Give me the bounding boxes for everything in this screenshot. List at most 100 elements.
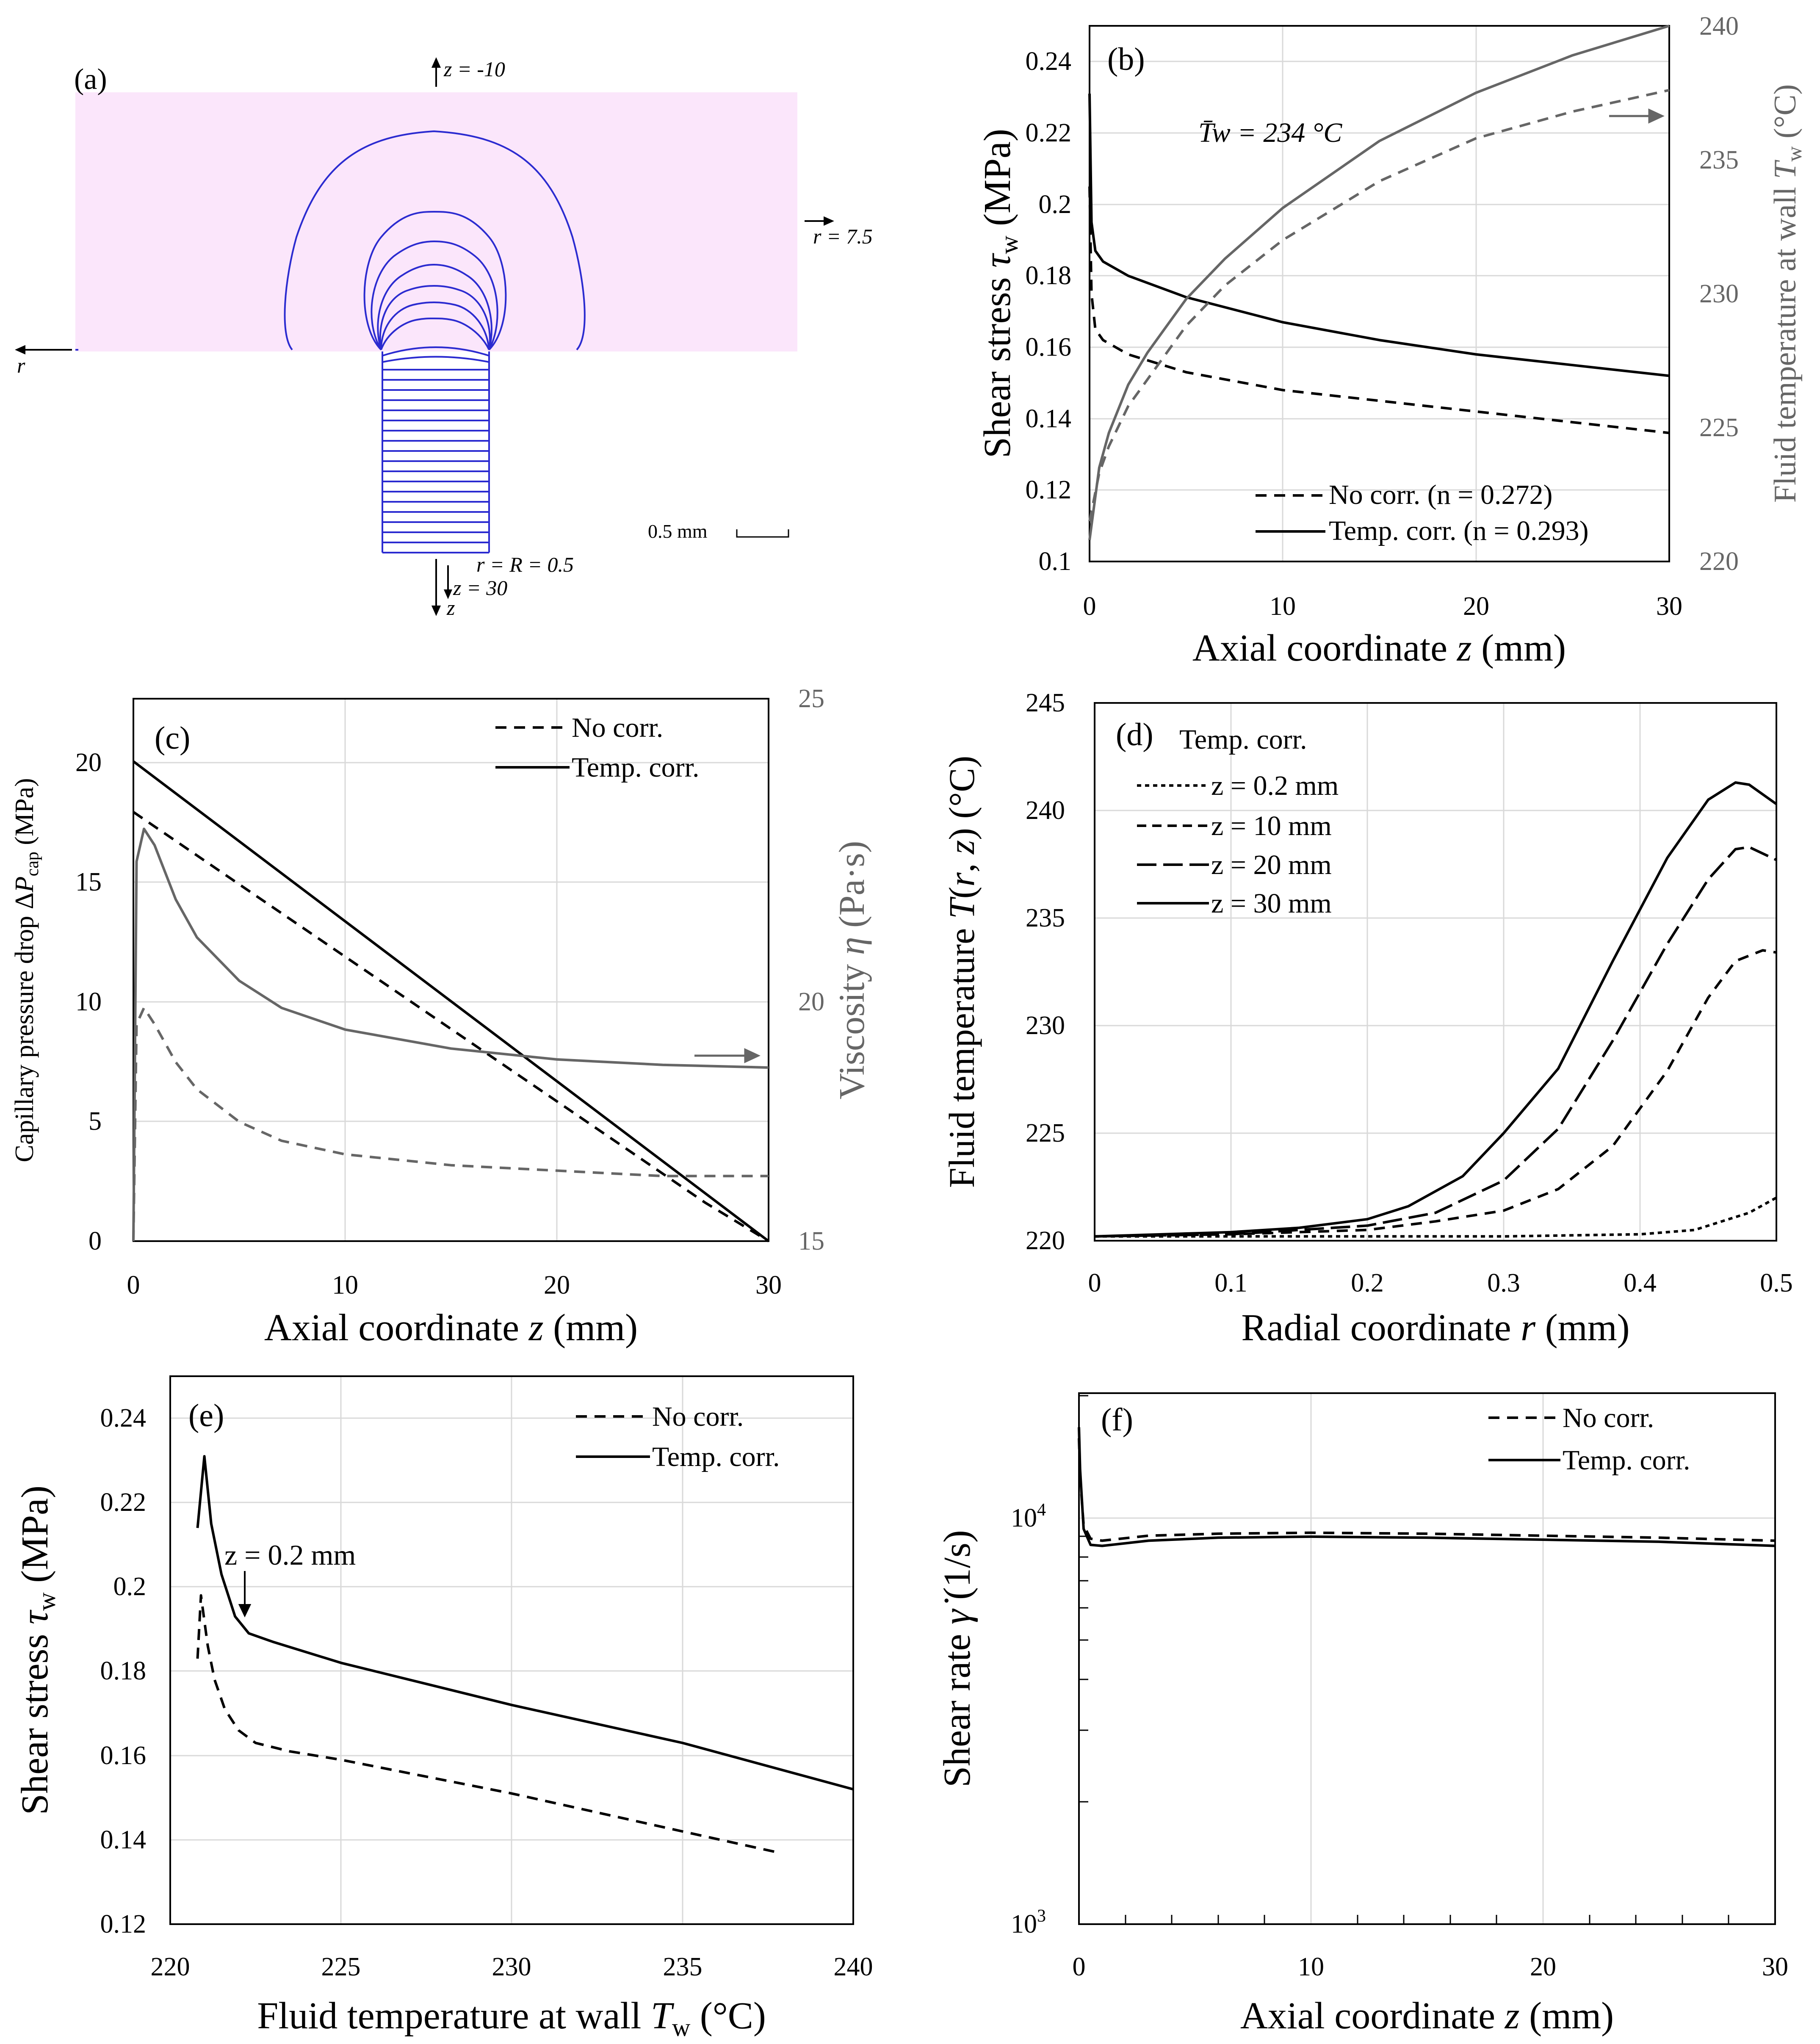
c-legend-temp-corr: Temp. corr. bbox=[572, 752, 699, 783]
b-ytick-0.24: 0.24 bbox=[1026, 47, 1072, 76]
panel-e-legend: No corr. Temp. corr. bbox=[576, 1401, 780, 1472]
d-legend-z0.2: z = 0.2 mm bbox=[1211, 770, 1339, 801]
series-b-0-line bbox=[1088, 186, 1670, 434]
panel-b-ticks: 0.1 0.12 0.14 0.16 0.18 0.2 0.22 0.24 0 … bbox=[1026, 47, 1683, 621]
c-ytick-0: 0 bbox=[89, 1227, 102, 1256]
series-b-1-line bbox=[1088, 94, 1670, 377]
b-ytick-0.12: 0.12 bbox=[1026, 476, 1072, 504]
panel-d-series bbox=[1094, 781, 1777, 1238]
d-xtick-0.3: 0.3 bbox=[1487, 1269, 1520, 1297]
scale-bar bbox=[736, 529, 789, 538]
capillary-contours bbox=[382, 346, 490, 553]
c-ytick-15: 15 bbox=[75, 868, 102, 896]
d-legend-z10: z = 10 mm bbox=[1211, 810, 1332, 841]
series-d-1-line bbox=[1094, 949, 1777, 1238]
f-xtick-30: 30 bbox=[1762, 1953, 1788, 1981]
panel-b-series bbox=[1088, 25, 1670, 540]
f-legend-no-corr: No corr. bbox=[1563, 1402, 1654, 1433]
series-c-0-line bbox=[133, 811, 769, 1242]
panel-d-ticks: 220 225 230 235 240 245 0 0.1 0.2 0.3 0.… bbox=[1026, 689, 1793, 1297]
panel-f-legend: No corr. Temp. corr. bbox=[1488, 1402, 1690, 1476]
b-y2label: Fluid temperature at wall Tw (°C) bbox=[1768, 84, 1806, 503]
panel-d-frame bbox=[1094, 702, 1777, 1242]
c-y2tick-15: 15 bbox=[798, 1227, 824, 1256]
panel-e-ticks: 0.12 0.14 0.16 0.18 0.2 0.22 0.24 220 22… bbox=[100, 1404, 873, 1981]
c-xtick-20: 20 bbox=[544, 1271, 570, 1300]
series-e-0-line bbox=[196, 1594, 779, 1854]
b-ytick-0.14: 0.14 bbox=[1026, 404, 1072, 433]
d-ylabel: Fluid temperature T(r, z) (°C) bbox=[941, 756, 982, 1188]
panel-b-label: (b) bbox=[1107, 41, 1145, 77]
d-ytick-230: 230 bbox=[1026, 1011, 1065, 1040]
annotation-r-R: r = R = 0.5 bbox=[476, 553, 574, 576]
panel-e-frame bbox=[169, 1375, 854, 1925]
e-xtick-235: 235 bbox=[663, 1953, 703, 1981]
series-b-2-line bbox=[1088, 89, 1670, 522]
series-c-3-line bbox=[132, 1007, 769, 1242]
panel-f-label: (f) bbox=[1101, 1402, 1133, 1438]
e-xlabel: Fluid temperature at wall Tw (°C) bbox=[257, 1995, 766, 2041]
d-legend-z30: z = 30 mm bbox=[1211, 888, 1332, 919]
c-y2tick-20: 20 bbox=[798, 987, 824, 1016]
c-y2tick-25: 25 bbox=[798, 684, 824, 713]
f-ylabel: Shear rate γ̇ (1/s) bbox=[936, 1530, 978, 1787]
panel-e: 0.12 0.14 0.16 0.18 0.2 0.22 0.24 220 22… bbox=[14, 1375, 873, 2041]
b-ytick-0.2: 0.2 bbox=[1039, 190, 1072, 219]
e-ytick-0.18: 0.18 bbox=[100, 1657, 147, 1685]
panel-c-frame bbox=[133, 698, 769, 1242]
series-b-3-line bbox=[1088, 25, 1670, 540]
panel-a-label: (a) bbox=[74, 63, 107, 96]
die-reservoir-region bbox=[75, 92, 797, 351]
b-y2tick-225: 225 bbox=[1699, 413, 1739, 442]
b-y2tick-220: 220 bbox=[1699, 547, 1739, 576]
annotation-z-30: z = 30 bbox=[453, 576, 507, 600]
panel-e-label: (e) bbox=[188, 1398, 224, 1433]
c-legend-no-corr: No corr. bbox=[572, 712, 663, 743]
panel-c: 0 5 10 15 20 0 10 20 30 15 20 25 (c) No … bbox=[10, 684, 872, 1349]
annotation-r-axis: r bbox=[17, 354, 25, 377]
f-ytick-1e3: 103 bbox=[1011, 1906, 1046, 1939]
b-y2tick-230: 230 bbox=[1699, 279, 1739, 308]
d-ytick-245: 245 bbox=[1026, 689, 1065, 717]
panel-b-tw-annotation: T̄w = 234 °C bbox=[1198, 117, 1342, 148]
c-ytick-10: 10 bbox=[75, 987, 102, 1016]
e-legend-no-corr: No corr. bbox=[652, 1401, 744, 1432]
panel-e-series bbox=[196, 1455, 854, 1854]
annotation-r-7-5: r = 7.5 bbox=[813, 224, 873, 248]
e-xtick-225: 225 bbox=[321, 1953, 361, 1981]
b-xtick-20: 20 bbox=[1463, 592, 1489, 621]
b-ylabel: Shear stress τw (MPa) bbox=[976, 129, 1023, 458]
e-xtick-240: 240 bbox=[834, 1953, 873, 1981]
e-ylabel: Shear stress τw (MPa) bbox=[14, 1485, 61, 1815]
panel-f-minor-ticks bbox=[1079, 1395, 1729, 1924]
panel-b: 0.1 0.12 0.14 0.16 0.18 0.2 0.22 0.24 0 … bbox=[976, 12, 1806, 669]
d-xtick-0.5: 0.5 bbox=[1760, 1269, 1793, 1297]
b-ytick-0.1: 0.1 bbox=[1039, 547, 1072, 576]
e-xtick-230: 230 bbox=[492, 1953, 531, 1981]
c-ytick-20: 20 bbox=[75, 748, 102, 777]
d-xtick-0.1: 0.1 bbox=[1214, 1269, 1247, 1297]
panel-f-series bbox=[1078, 1427, 1776, 1547]
panel-b-arrow bbox=[1609, 108, 1665, 124]
e-ytick-0.2: 0.2 bbox=[113, 1572, 147, 1601]
panel-d-label: (d) bbox=[1116, 717, 1153, 752]
series-e-1-line bbox=[196, 1455, 854, 1791]
d-xtick-0.2: 0.2 bbox=[1351, 1269, 1384, 1297]
panel-c-series bbox=[132, 760, 769, 1242]
b-legend-no-corr: No corr. (n = 0.272) bbox=[1329, 479, 1552, 510]
c-ylabel: Capillary pressure drop ΔPcap (MPa) bbox=[10, 778, 42, 1162]
c-ytick-5: 5 bbox=[89, 1107, 102, 1136]
e-ytick-0.12: 0.12 bbox=[100, 1910, 147, 1939]
f-xtick-20: 20 bbox=[1530, 1953, 1556, 1981]
c-xtick-0: 0 bbox=[127, 1271, 140, 1300]
f-xtick-0: 0 bbox=[1073, 1953, 1086, 1981]
panel-b-y2-ticks: 220 225 230 235 240 bbox=[1699, 12, 1739, 576]
b-xtick-10: 10 bbox=[1270, 592, 1296, 621]
b-ytick-0.16: 0.16 bbox=[1026, 333, 1072, 362]
d-xlabel: Radial coordinate r (mm) bbox=[1241, 1307, 1629, 1349]
b-xtick-30: 30 bbox=[1656, 592, 1682, 621]
d-xtick-0.4: 0.4 bbox=[1624, 1269, 1657, 1297]
d-ytick-220: 220 bbox=[1026, 1226, 1065, 1255]
d-ytick-240: 240 bbox=[1026, 796, 1065, 825]
e-ytick-0.24: 0.24 bbox=[100, 1404, 147, 1433]
